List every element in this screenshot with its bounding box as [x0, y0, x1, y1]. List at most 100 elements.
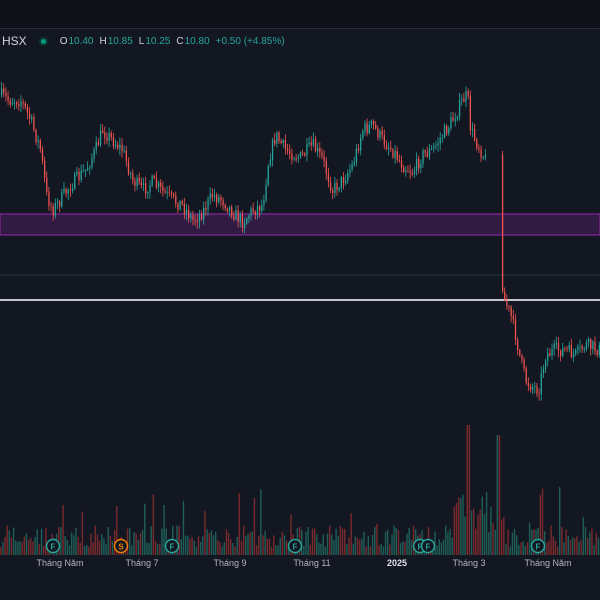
volume-bar: [520, 542, 522, 555]
volume-bar: [516, 535, 518, 555]
candle: [261, 205, 263, 211]
candle: [349, 169, 351, 174]
volume-bar: [528, 522, 531, 555]
volume-bar: [273, 535, 275, 555]
volume-bar: [208, 532, 210, 555]
candle: [525, 368, 527, 383]
candle: [134, 180, 136, 186]
volume-bar: [361, 538, 363, 555]
event-marker-label: F: [536, 543, 541, 552]
volume-bar: [232, 542, 234, 555]
volume-bar: [393, 525, 395, 555]
symbol-label[interactable]: HSX: [2, 34, 27, 48]
candle: [452, 117, 454, 121]
candle: [388, 147, 390, 149]
low-value: 10.25: [145, 35, 171, 47]
candle: [250, 208, 252, 217]
volume-bar: [316, 534, 318, 555]
candle: [368, 124, 370, 133]
volume-bar: [352, 543, 354, 555]
volume-bar: [369, 546, 372, 555]
candle: [355, 148, 358, 163]
volume-bar: [223, 542, 225, 555]
volume-bar: [15, 540, 17, 555]
volume-bar: [197, 536, 200, 555]
candle: [286, 149, 289, 152]
candle: [153, 175, 155, 179]
volume-bar: [335, 528, 337, 555]
volume-bar: [412, 525, 415, 555]
volume-bar: [202, 536, 204, 555]
volume-bar: [333, 540, 335, 555]
volume-bar: [498, 435, 501, 555]
candle: [555, 343, 557, 345]
volume-bar: [184, 535, 187, 555]
volume-bar: [206, 529, 208, 555]
candle: [24, 103, 26, 107]
candle: [370, 120, 373, 125]
candle: [284, 140, 287, 150]
candle: [458, 99, 461, 117]
candle: [504, 291, 506, 300]
candle: [510, 306, 512, 317]
volume-bar: [526, 542, 529, 555]
volume-bar: [453, 506, 456, 555]
candle: [267, 166, 269, 185]
time-axis-label: Tháng Năm: [524, 558, 572, 568]
volume-bar: [225, 529, 228, 555]
candle: [553, 344, 555, 349]
event-marker-label: F: [293, 543, 298, 552]
candle: [484, 155, 487, 158]
volume-bar: [281, 531, 284, 555]
volume-bar: [591, 528, 593, 555]
candle: [592, 341, 594, 349]
volume-bar: [199, 541, 202, 555]
candle: [394, 150, 396, 158]
market-status-icon[interactable]: [38, 36, 48, 46]
volume-bar: [318, 542, 320, 555]
volume-bar: [75, 527, 77, 555]
volume-bar: [494, 529, 496, 555]
volume-bar: [77, 537, 79, 555]
time-axis[interactable]: Tháng Năm Tháng 7 Tháng 9 Tháng 11 2025 …: [0, 558, 600, 572]
candle: [168, 191, 170, 193]
volume-bar: [23, 536, 26, 555]
volume-bar: [324, 546, 327, 555]
ohlc-legend: HSX O 10.40 H 10.85 L 10.25 C 10.80 +0.5…: [0, 31, 285, 51]
candle: [226, 208, 229, 212]
open-label: O: [59, 35, 68, 47]
candle: [274, 140, 276, 144]
event-marker-icon: [164, 538, 180, 554]
open-value: 10.40: [68, 35, 94, 47]
candle: [321, 152, 323, 157]
time-axis-label: Tháng 3: [452, 558, 486, 568]
volume-bar: [464, 516, 466, 555]
volume-bar: [34, 537, 36, 555]
candle: [41, 149, 44, 161]
candle: [125, 150, 127, 162]
candle: [157, 182, 160, 188]
volume-bar: [137, 539, 139, 555]
volume-bar: [163, 504, 165, 555]
volume-bar: [462, 494, 464, 555]
candle: [188, 209, 190, 219]
candle: [269, 160, 272, 167]
candle: [179, 201, 181, 210]
candle: [108, 132, 110, 141]
volume-bar: [541, 488, 544, 555]
candle: [329, 181, 332, 191]
candle: [540, 373, 542, 395]
volume-bar: [19, 541, 21, 555]
time-axis-label: Tháng 11: [293, 558, 331, 568]
volume-bar: [569, 540, 572, 555]
candle: [196, 220, 198, 222]
volume-bar: [70, 532, 73, 555]
volume-bar: [40, 528, 43, 555]
candle: [80, 170, 82, 180]
volume-bar: [139, 533, 142, 555]
candle: [587, 339, 590, 343]
volume-bar: [436, 545, 438, 555]
candle: [557, 343, 560, 351]
high-value: 10.85: [107, 35, 133, 47]
